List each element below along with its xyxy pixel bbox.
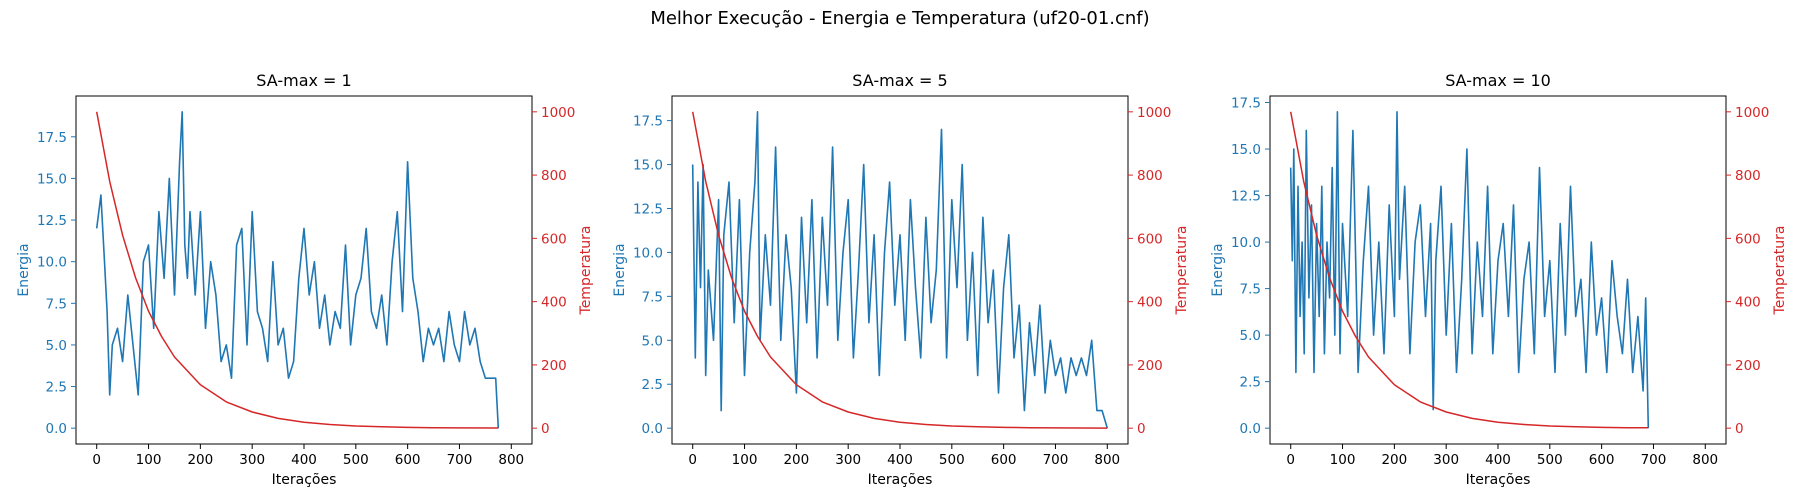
x-axis-label: Iterações	[868, 472, 933, 488]
energy-series-line	[95, 111, 500, 429]
subplot-2: 0 100 200 300 400 500 600 700 800 0.0 2.5 5.0 7.5 10.…	[612, 71, 1190, 488]
y-right-tick-label: 600	[541, 231, 567, 247]
y-right-tick-label: 200	[1735, 358, 1761, 374]
temperature-series-line	[691, 111, 1108, 429]
y-right-tick-label: 0	[541, 421, 550, 437]
x-tick-label: 0	[92, 452, 101, 468]
y-left-axis-label: Energia	[612, 243, 628, 296]
x-tick-label: 600	[395, 452, 421, 468]
y-left-tick-label: 15.0	[37, 171, 67, 187]
subplot-3: 0 100 200 300 400 500 600 700 800 0.0 2.5 5.0 7.5 10.…	[1210, 71, 1788, 488]
y-right-axis-label: Temperatura	[578, 226, 594, 316]
y-left-tick-label: 17.5	[1231, 96, 1261, 112]
figure-title: Melhor Execução - Energia e Temperatura …	[650, 8, 1149, 29]
y-left-tick-label: 10.0	[1231, 235, 1261, 251]
plot-frame	[671, 95, 1129, 445]
y-left-tick-label: 15.0	[633, 158, 663, 174]
x-tick-label: 100	[136, 452, 162, 468]
y-left-tick-label: 0.0	[46, 421, 67, 437]
energy-series-line	[691, 111, 1109, 429]
y-right-tick-label: 1000	[541, 105, 575, 121]
temperature-series-line	[1289, 111, 1649, 429]
temperature-series-line	[95, 111, 499, 429]
y-left-tick-label: 15.0	[1231, 142, 1261, 158]
x-tick-label: 300	[835, 452, 861, 468]
y-right-tick-label: 800	[1735, 168, 1761, 184]
y-right-axis-label: Temperatura	[1772, 226, 1788, 316]
x-tick-label: 500	[343, 452, 369, 468]
plot-frame	[75, 95, 533, 445]
y-left-tick-label: 7.5	[642, 289, 663, 305]
x-tick-label: 400	[1485, 452, 1511, 468]
y-right-tick-label: 400	[1137, 295, 1163, 311]
y-left-axis-label: Energia	[16, 243, 32, 296]
y-right-tick-label: 400	[1735, 295, 1761, 311]
x-tick-label: 700	[1641, 452, 1667, 468]
x-tick-label: 200	[1381, 452, 1407, 468]
y-left-tick-label: 12.5	[37, 213, 67, 229]
y-right-tick-label: 200	[541, 358, 567, 374]
y-right-tick-label: 1000	[1137, 105, 1171, 121]
y-left-tick-label: 10.0	[37, 255, 67, 271]
y-left-tick-label: 12.5	[633, 201, 663, 217]
y-right-tick-label: 0	[1735, 421, 1744, 437]
y-left-tick-label: 0.0	[642, 421, 663, 437]
x-tick-label: 600	[991, 452, 1017, 468]
subplot-title: SA-max = 5	[852, 71, 947, 90]
subplots: 0 100 200 300 400 500 600 700 800 0.0 2.5 5.0 7.5 10.…	[16, 71, 1788, 488]
y-right-tick-label: 600	[1735, 231, 1761, 247]
y-left-tick-label: 0.0	[1240, 421, 1261, 437]
x-tick-label: 100	[732, 452, 758, 468]
x-tick-label: 800	[1094, 452, 1120, 468]
x-tick-label: 300	[1433, 452, 1459, 468]
y-left-tick-label: 2.5	[46, 380, 67, 396]
x-axis-label: Iterações	[272, 472, 337, 488]
x-tick-label: 800	[498, 452, 524, 468]
y-left-tick-label: 2.5	[1240, 375, 1261, 391]
y-left-tick-label: 17.5	[633, 114, 663, 130]
x-tick-label: 700	[447, 452, 473, 468]
y-left-tick-label: 2.5	[642, 377, 663, 393]
y-right-tick-label: 0	[1137, 421, 1146, 437]
y-right-tick-label: 1000	[1735, 105, 1769, 121]
x-tick-label: 200	[783, 452, 809, 468]
y-right-axis-label: Temperatura	[1174, 226, 1190, 316]
y-right-tick-label: 800	[1137, 168, 1163, 184]
y-right-tick-label: 800	[541, 168, 567, 184]
y-left-tick-label: 5.0	[1240, 328, 1261, 344]
x-tick-label: 500	[939, 452, 965, 468]
x-tick-label: 600	[1589, 452, 1615, 468]
y-right-tick-label: 400	[541, 295, 567, 311]
x-tick-label: 800	[1692, 452, 1718, 468]
y-left-axis-label: Energia	[1210, 243, 1226, 296]
x-tick-label: 0	[688, 452, 697, 468]
x-tick-label: 500	[1537, 452, 1563, 468]
subplot-title: SA-max = 10	[1445, 71, 1551, 90]
x-tick-label: 0	[1286, 452, 1295, 468]
y-left-tick-label: 5.0	[46, 338, 67, 354]
y-left-tick-label: 7.5	[1240, 282, 1261, 298]
x-tick-label: 400	[887, 452, 913, 468]
y-left-tick-label: 17.5	[37, 130, 67, 146]
y-right-tick-label: 200	[1137, 358, 1163, 374]
y-left-tick-label: 7.5	[46, 296, 67, 312]
y-right-tick-label: 600	[1137, 231, 1163, 247]
x-tick-label: 300	[239, 452, 265, 468]
energy-series-line	[1289, 111, 1650, 429]
subplot-title: SA-max = 1	[256, 71, 351, 90]
y-left-tick-label: 5.0	[642, 333, 663, 349]
x-tick-label: 700	[1043, 452, 1069, 468]
y-left-tick-label: 12.5	[1231, 189, 1261, 205]
y-left-tick-label: 10.0	[633, 245, 663, 261]
x-tick-label: 400	[291, 452, 317, 468]
x-tick-label: 200	[187, 452, 213, 468]
x-tick-label: 100	[1330, 452, 1356, 468]
subplot-1: 0 100 200 300 400 500 600 700 800 0.0 2.5 5.0 7.5 10.…	[16, 71, 594, 488]
x-axis-label: Iterações	[1466, 472, 1531, 488]
